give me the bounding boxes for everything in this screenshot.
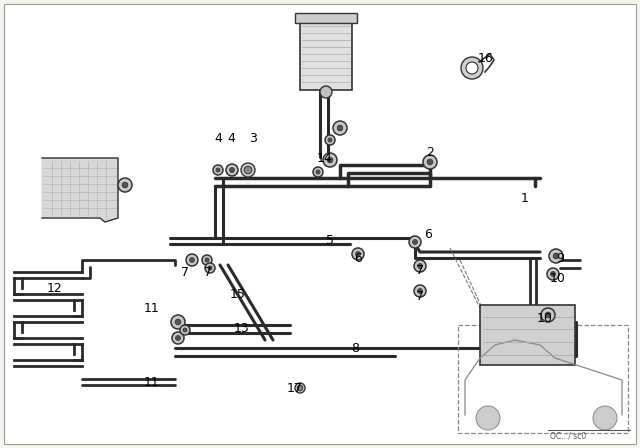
Circle shape [213, 165, 223, 175]
Circle shape [226, 164, 238, 176]
Circle shape [186, 254, 198, 266]
Circle shape [313, 167, 323, 177]
Circle shape [593, 406, 617, 430]
Text: 7: 7 [181, 266, 189, 279]
Circle shape [216, 168, 220, 172]
Circle shape [413, 240, 417, 245]
Circle shape [541, 308, 555, 322]
Text: 1: 1 [521, 191, 529, 204]
Circle shape [337, 125, 343, 131]
Circle shape [183, 328, 187, 332]
Circle shape [352, 248, 364, 260]
Text: 12: 12 [47, 281, 63, 294]
Text: 7: 7 [416, 263, 424, 276]
Text: 8: 8 [351, 341, 359, 354]
Circle shape [545, 312, 551, 318]
Text: 10: 10 [537, 311, 553, 324]
Text: OC.../ sc0: OC.../ sc0 [550, 431, 586, 440]
Circle shape [171, 315, 185, 329]
Text: 6: 6 [354, 251, 362, 264]
Circle shape [175, 336, 180, 340]
Circle shape [417, 289, 422, 293]
Circle shape [553, 253, 559, 259]
Text: 2: 2 [426, 146, 434, 159]
Text: 6: 6 [424, 228, 432, 241]
Circle shape [476, 406, 500, 430]
Circle shape [333, 121, 347, 135]
Circle shape [549, 249, 563, 263]
Circle shape [295, 383, 305, 393]
Circle shape [316, 170, 320, 174]
Circle shape [175, 319, 181, 325]
Circle shape [328, 138, 332, 142]
Text: 9: 9 [556, 251, 564, 264]
Circle shape [230, 168, 234, 172]
Text: 11: 11 [144, 302, 160, 314]
Circle shape [122, 182, 128, 188]
Text: 7: 7 [204, 266, 212, 279]
Bar [480, 305, 575, 365]
Text: 14: 14 [317, 151, 333, 164]
Text: 4: 4 [214, 132, 222, 145]
Circle shape [244, 166, 252, 174]
Circle shape [417, 263, 422, 268]
Circle shape [423, 155, 437, 169]
Circle shape [205, 258, 209, 262]
Circle shape [414, 285, 426, 297]
Text: 10: 10 [550, 271, 566, 284]
Circle shape [409, 236, 421, 248]
Circle shape [414, 260, 426, 272]
Circle shape [356, 252, 360, 256]
Circle shape [297, 385, 303, 391]
Text: 7: 7 [416, 289, 424, 302]
Bar [295, 13, 357, 23]
Circle shape [325, 135, 335, 145]
Circle shape [547, 268, 559, 280]
Text: 11: 11 [144, 375, 160, 388]
Text: 13: 13 [234, 322, 250, 335]
Circle shape [205, 263, 215, 273]
Circle shape [172, 332, 184, 344]
Circle shape [461, 57, 483, 79]
Text: 5: 5 [326, 233, 334, 246]
Circle shape [428, 159, 433, 165]
Circle shape [466, 62, 478, 74]
Text: 3: 3 [249, 132, 257, 145]
Circle shape [180, 325, 190, 335]
Circle shape [320, 86, 332, 98]
Polygon shape [42, 158, 118, 222]
Circle shape [118, 178, 132, 192]
Circle shape [208, 266, 212, 270]
Text: 4: 4 [227, 132, 235, 145]
Circle shape [189, 258, 195, 263]
Text: 17: 17 [287, 382, 303, 395]
Circle shape [323, 153, 337, 167]
Text: 16: 16 [478, 52, 494, 65]
Circle shape [241, 163, 255, 177]
Circle shape [202, 255, 212, 265]
Circle shape [550, 271, 556, 276]
Bar [300, 18, 352, 90]
Bar [458, 325, 628, 433]
Circle shape [327, 157, 333, 163]
Text: 15: 15 [230, 289, 246, 302]
